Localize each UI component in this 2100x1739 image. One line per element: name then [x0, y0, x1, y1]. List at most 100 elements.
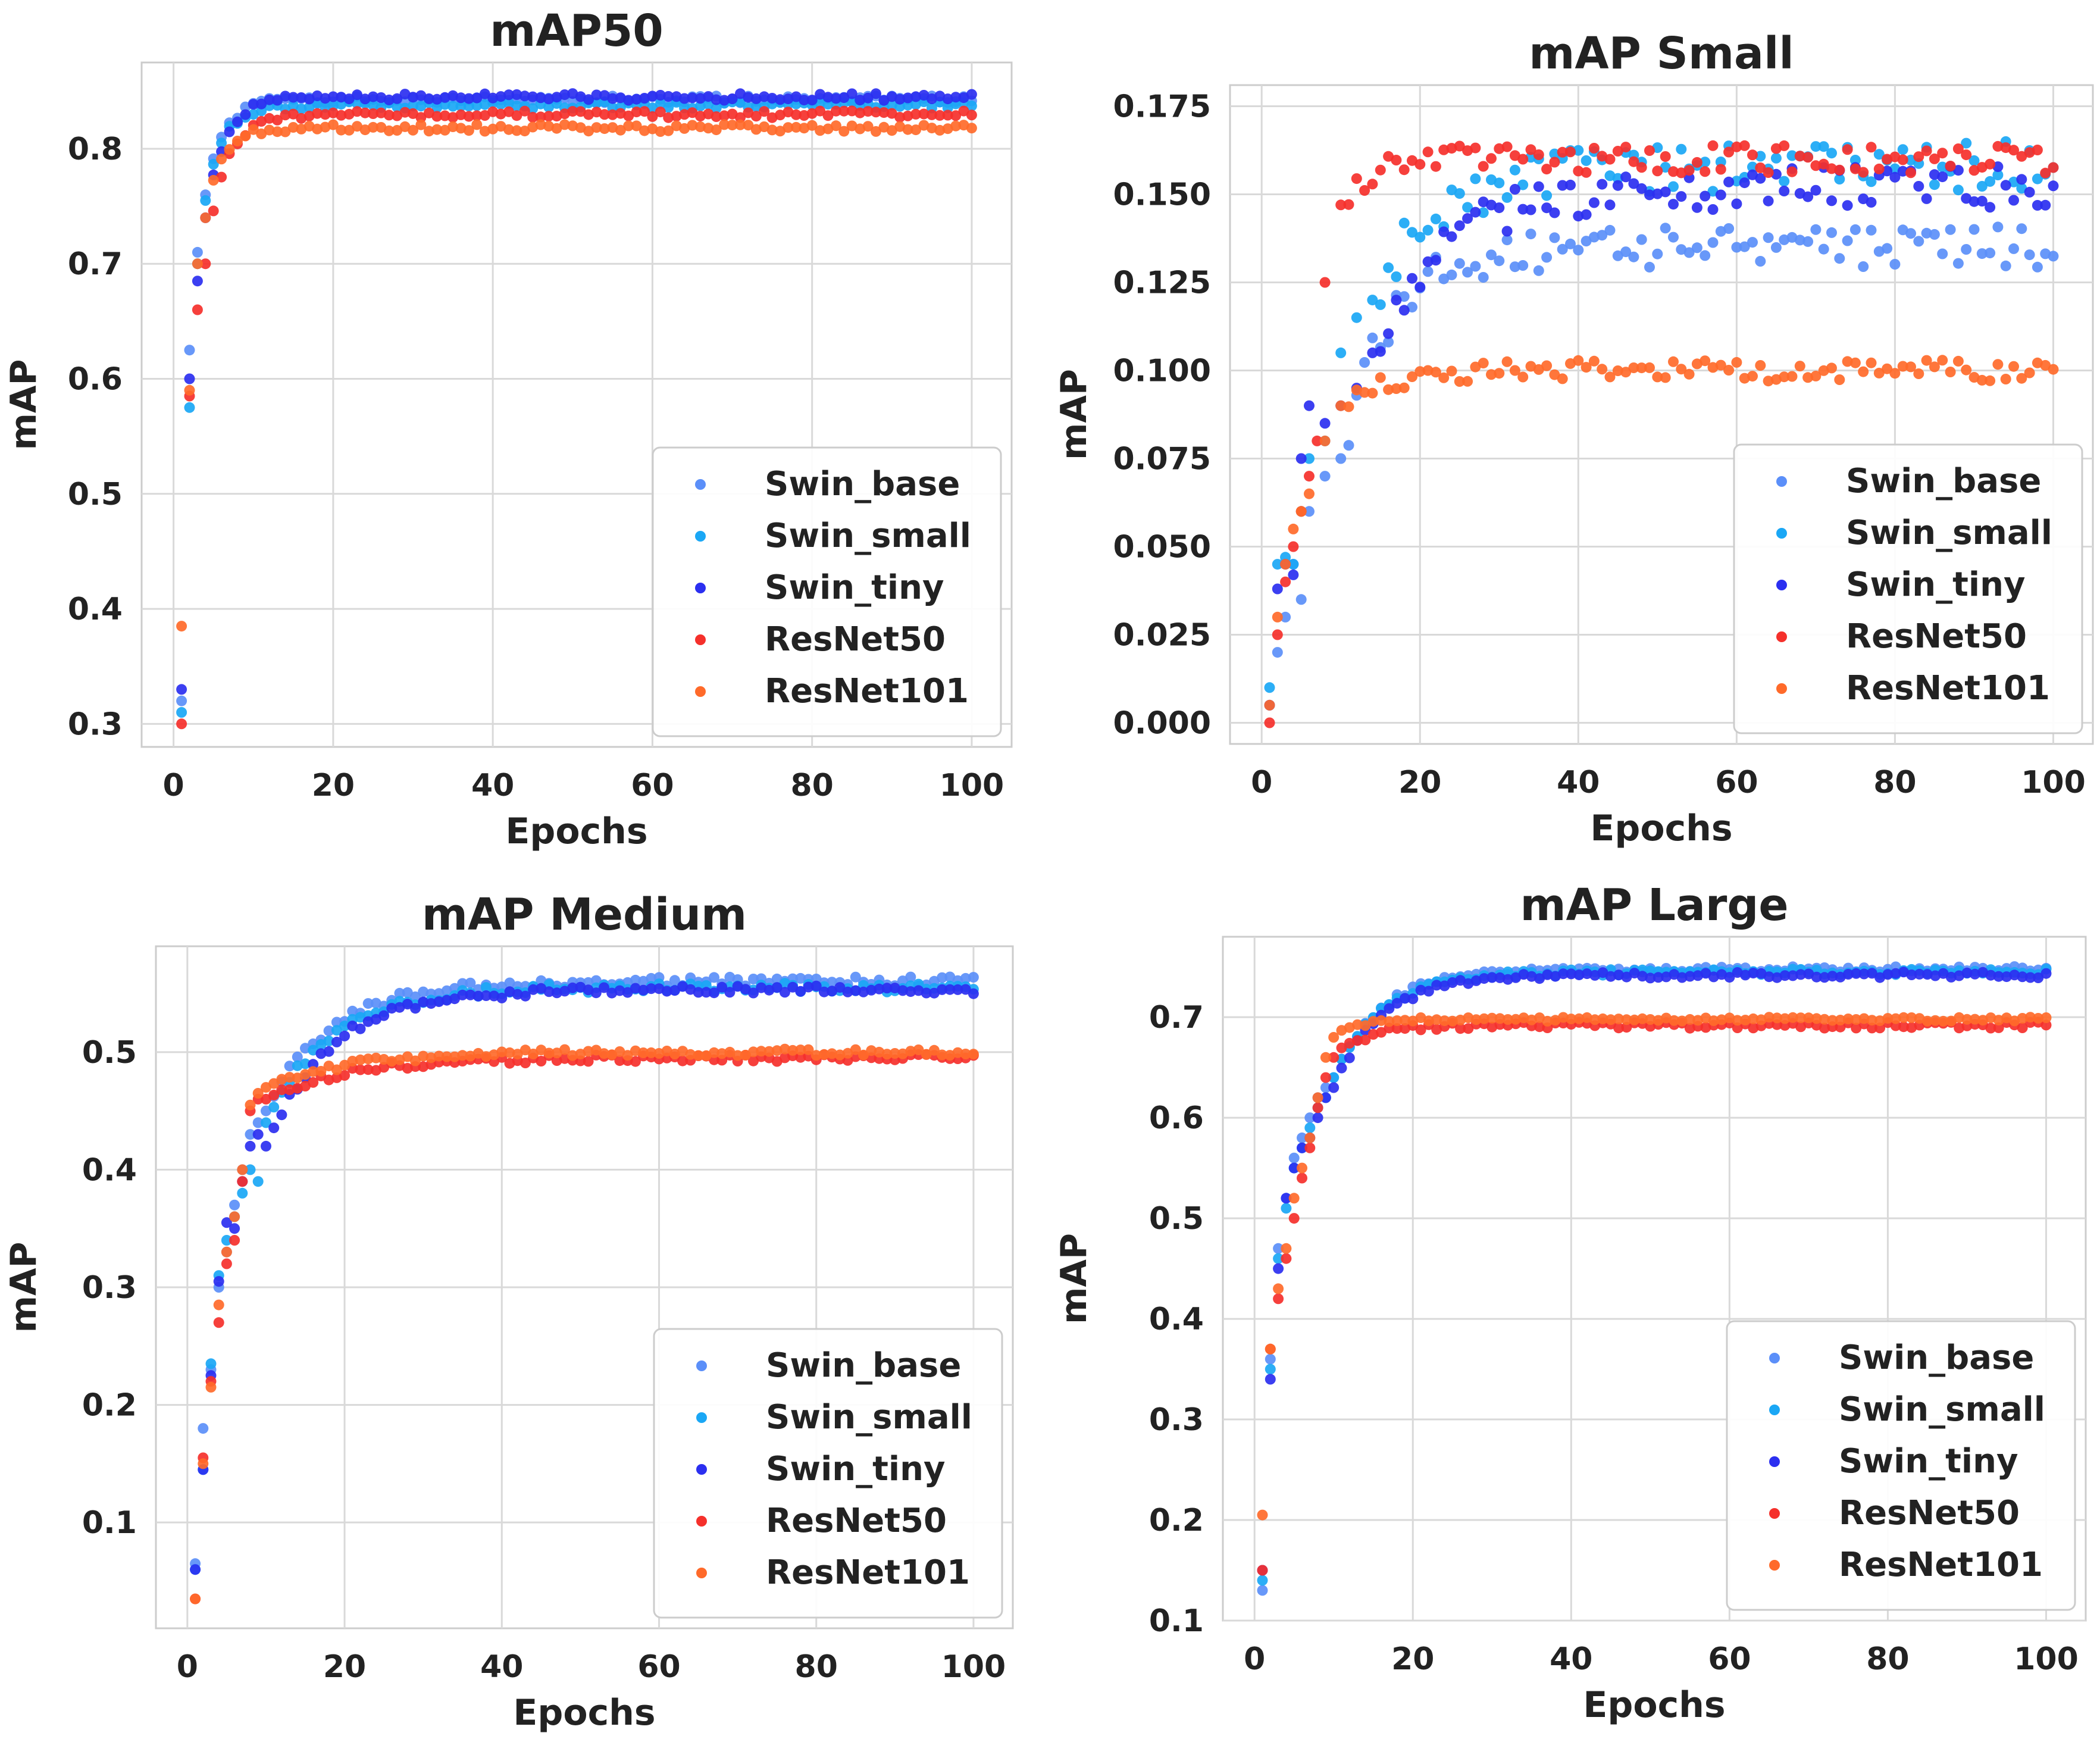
data-point: [709, 1047, 719, 1058]
data-point: [431, 124, 443, 135]
x-tick-label: 40: [1557, 765, 1600, 800]
data-point: [1470, 361, 1481, 373]
data-point: [1383, 336, 1394, 348]
data-point: [184, 373, 195, 384]
data-point: [1304, 400, 1315, 411]
data-point: [495, 91, 506, 102]
legend-label: ResNet50: [1846, 617, 2027, 656]
data-point: [775, 94, 785, 105]
data-point: [1707, 237, 1719, 248]
data-point: [1794, 151, 1805, 162]
data-point: [910, 108, 921, 120]
data-point: [1676, 191, 1687, 202]
data-point: [1272, 583, 1283, 595]
data-point: [583, 126, 594, 137]
data-point: [1708, 1015, 1719, 1027]
data-point: [1446, 365, 1457, 377]
data-point: [1375, 346, 1386, 357]
data-point: [1786, 371, 1798, 382]
data-point: [399, 121, 411, 132]
data-point: [1565, 179, 1576, 190]
data-point: [1320, 1082, 1331, 1093]
data-point: [1628, 178, 1639, 189]
data-point: [471, 100, 483, 111]
legend-label: Swin_small: [1846, 514, 2052, 552]
series-resnet101: [1264, 355, 2059, 711]
data-point: [535, 92, 546, 104]
x-tick-label: 100: [2014, 1641, 2079, 1677]
data-point: [735, 112, 746, 123]
chart-panel-map-large: 0 20 40 60 80 100 0.1 0.2 0.3 0.4 0.5 0.6 0.7 mAP Lar…: [1050, 868, 2100, 1737]
data-point: [783, 93, 794, 105]
data-point: [511, 125, 522, 136]
data-point: [303, 102, 315, 113]
x-tick-label: 80: [790, 768, 833, 803]
data-point: [1810, 184, 1822, 196]
data-point: [1779, 1013, 1791, 1024]
data-point: [950, 92, 962, 103]
data-point: [1501, 226, 1513, 237]
data-point: [1462, 376, 1473, 387]
data-point: [1810, 141, 1822, 152]
data-point: [862, 106, 874, 117]
data-point: [1462, 267, 1473, 278]
data-point: [1557, 373, 1568, 384]
data-point: [1620, 171, 1632, 183]
data-point: [1360, 1034, 1371, 1046]
data-point: [512, 1049, 523, 1060]
data-point: [1295, 506, 1307, 517]
data-point: [1795, 969, 1807, 980]
data-point: [410, 991, 421, 1002]
data-point: [1295, 453, 1307, 464]
x-tick-label: 60: [1715, 765, 1758, 800]
data-point: [543, 101, 555, 112]
data-point: [966, 100, 977, 111]
legend-marker: [695, 479, 706, 490]
data-point: [1897, 154, 1908, 165]
data-point: [1992, 140, 2004, 152]
data-point: [208, 174, 219, 186]
data-point: [1257, 1575, 1268, 1586]
data-point: [1335, 400, 1347, 411]
chart-panel-map-medium: 0 20 40 60 80 100 0.1 0.2 0.3 0.4 0.5 mAP Medium Epo…: [0, 868, 1050, 1737]
legend: Swin_base Swin_small Swin_tiny ResNet50 ResN…: [1733, 443, 2083, 734]
data-point: [1375, 372, 1386, 383]
data-point: [336, 92, 347, 103]
data-point: [838, 105, 850, 117]
data-point: [1479, 1013, 1489, 1024]
x-tick-label: 100: [941, 1649, 1006, 1685]
data-point: [1858, 366, 1869, 377]
data-point: [1541, 164, 1553, 175]
y-tick-label: 0.3: [82, 1270, 137, 1306]
data-point: [732, 1050, 743, 1061]
x-tick-label: 20: [323, 1649, 366, 1685]
data-point: [591, 89, 602, 101]
data-point: [1644, 362, 1655, 373]
data-point: [208, 205, 219, 217]
data-point: [1700, 355, 1711, 367]
data-point: [1557, 243, 1568, 255]
data-point: [599, 1048, 609, 1059]
data-point: [1700, 157, 1711, 168]
legend-label: ResNet101: [1839, 1546, 2043, 1584]
data-point: [511, 110, 522, 121]
data-point: [229, 1211, 240, 1222]
data-point: [934, 110, 946, 121]
data-point: [1517, 179, 1529, 190]
data-point: [1866, 196, 1877, 208]
data-point: [2000, 374, 2011, 384]
data-point: [1273, 1243, 1284, 1254]
data-point: [1889, 259, 1901, 270]
data-point: [1265, 1343, 1276, 1355]
data-point: [519, 90, 530, 102]
data-point: [339, 1020, 350, 1031]
data-point: [727, 93, 738, 104]
data-point: [176, 695, 187, 706]
data-point: [1770, 152, 1782, 164]
data-point: [583, 1046, 594, 1057]
y-tick-label: 0.4: [1149, 1302, 1204, 1337]
data-point: [1669, 1015, 1680, 1026]
legend-label: Swin_tiny: [1846, 565, 2025, 604]
data-point: [184, 345, 195, 356]
